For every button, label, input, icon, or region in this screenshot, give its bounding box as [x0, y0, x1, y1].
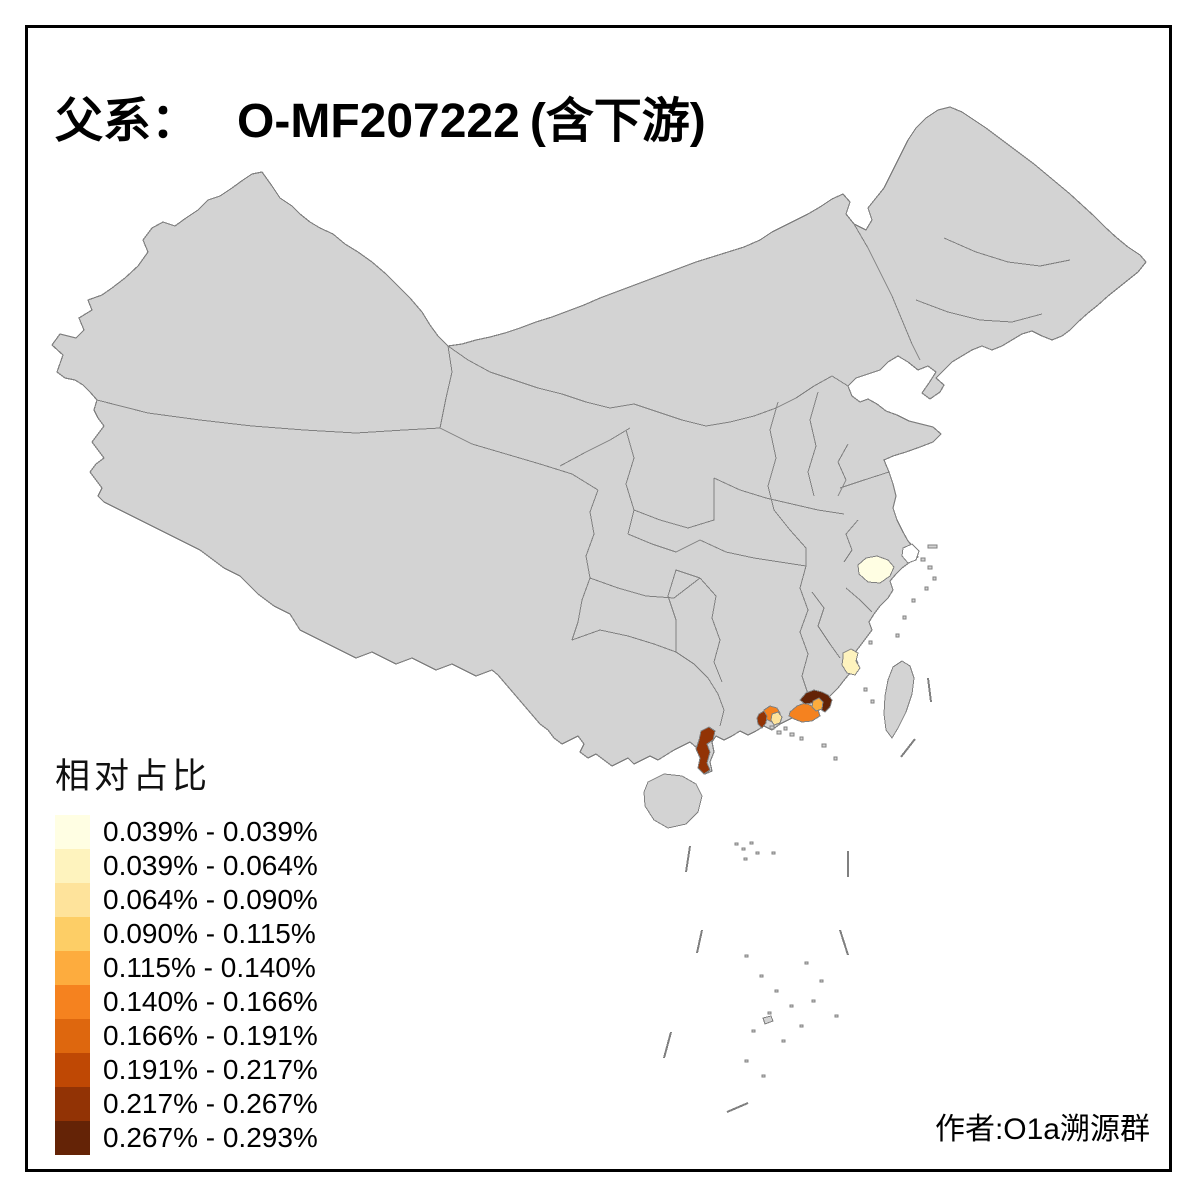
mainland-group	[51, 106, 1147, 775]
legend-swatch	[55, 849, 90, 883]
legend-label: 0.039% - 0.039%	[103, 816, 318, 847]
legend-label: 0.039% - 0.064%	[103, 850, 318, 881]
region-pearl-west-pale	[770, 711, 783, 726]
legend-row: 0.166% - 0.191%	[55, 1019, 318, 1053]
region-jiangmen-rust	[756, 710, 768, 729]
legend-label: 0.090% - 0.115%	[103, 918, 316, 949]
legend-row: 0.267% - 0.293%	[55, 1121, 318, 1155]
coastal-islets	[769, 544, 938, 761]
legend-swatch	[55, 985, 90, 1019]
title-suffix: (含下游)	[529, 95, 706, 149]
legend-swatch	[55, 1053, 90, 1087]
taiwan-island	[883, 660, 915, 739]
legend-row: 0.039% - 0.039%	[55, 815, 318, 849]
legend-row: 0.064% - 0.090%	[55, 883, 318, 917]
region-zhanjiang-rust	[695, 726, 716, 775]
legend-swatch	[55, 883, 90, 917]
legend-label: 0.115% - 0.140%	[103, 952, 316, 983]
legend-swatch	[55, 1019, 90, 1053]
hainan-island	[643, 773, 703, 829]
legend-swatch	[55, 1087, 90, 1121]
region-south-fujian	[841, 648, 861, 676]
legend-label: 0.140% - 0.166%	[103, 986, 318, 1017]
colored-regions	[695, 555, 895, 775]
spratly-main-islet	[762, 1015, 774, 1025]
region-north-zhejiang	[857, 555, 895, 584]
title-haplogroup: O-MF207222	[237, 95, 520, 149]
legend-label: 0.166% - 0.191%	[103, 1020, 318, 1051]
nine-dash-line	[663, 677, 932, 1113]
legend-swatch	[55, 917, 90, 951]
mainland-outline	[51, 106, 1147, 775]
legend-row: 0.191% - 0.217%	[55, 1053, 318, 1087]
legend-row: 0.115% - 0.140%	[55, 951, 318, 985]
islands-group	[643, 544, 938, 1113]
legend-label: 0.191% - 0.217%	[103, 1054, 318, 1085]
legend-row: 0.140% - 0.166%	[55, 985, 318, 1019]
region-shantou-medium	[811, 697, 824, 712]
attribution: 作者:O1a溯源群	[934, 1113, 1150, 1146]
legend-title: 相对占比	[55, 757, 212, 796]
legend-swatch	[55, 1121, 90, 1155]
south-china-sea-islets	[734, 841, 839, 1078]
legend-swatch	[55, 815, 90, 849]
legend-row: 0.217% - 0.267%	[55, 1087, 318, 1121]
legend: 相对占比 0.039% - 0.039% 0.039% - 0.064% 0.0…	[55, 748, 318, 1155]
region-shanghai-nodata	[901, 543, 920, 564]
legend-label: 0.064% - 0.090%	[103, 884, 318, 915]
legend-swatch	[55, 951, 90, 985]
legend-row: 0.039% - 0.064%	[55, 849, 318, 883]
title-prefix: 父系：	[55, 95, 200, 149]
legend-label: 0.217% - 0.267%	[103, 1088, 318, 1119]
legend-label: 0.267% - 0.293%	[103, 1122, 318, 1153]
page-title: 父系： O-MF207222 (含下游)	[55, 94, 706, 149]
legend-row: 0.090% - 0.115%	[55, 917, 318, 951]
province-borders	[96, 223, 1071, 727]
